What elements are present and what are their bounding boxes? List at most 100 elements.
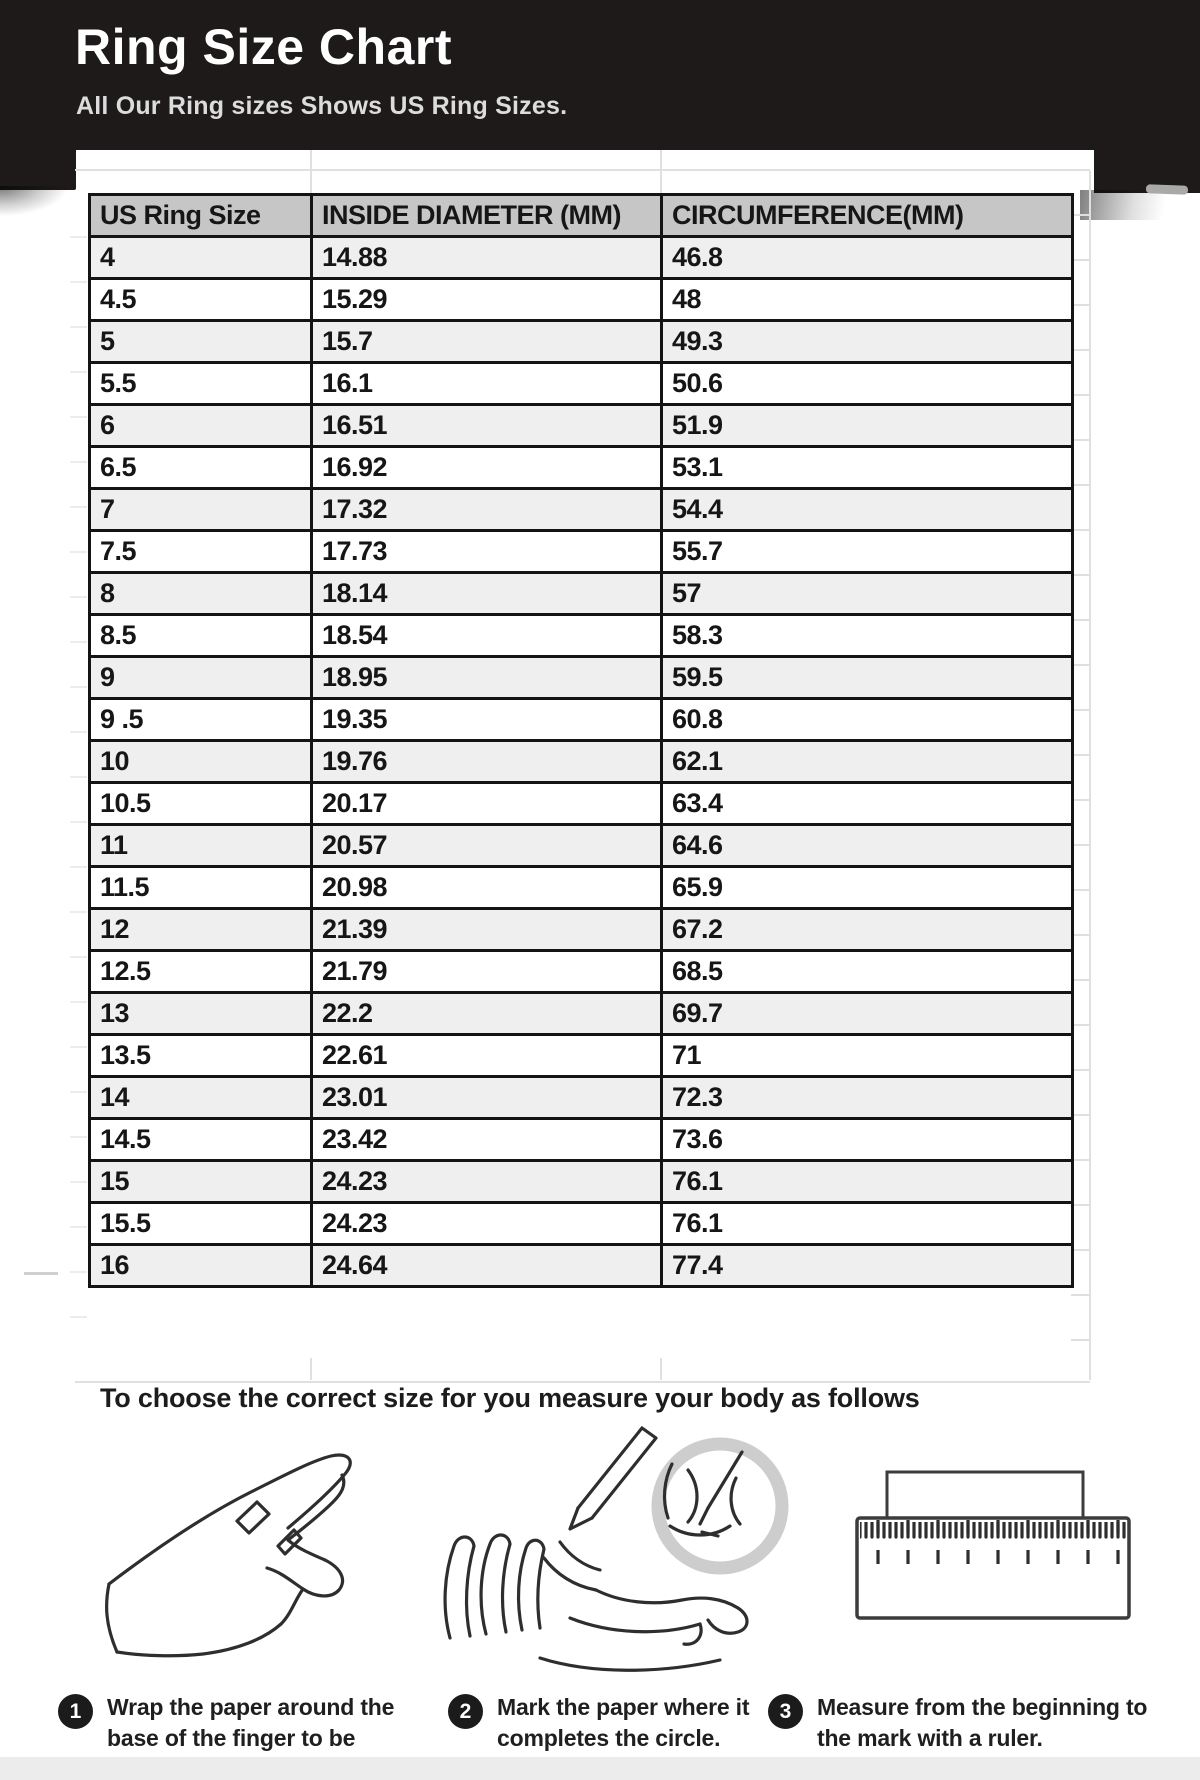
- table-row: 6 16.51 51.9: [88, 403, 1074, 448]
- inside-diameter-cell: 24.23: [310, 1201, 663, 1246]
- us-ring-size-cell: 11.5: [88, 865, 313, 910]
- table-row: 4 14.88 46.8: [88, 235, 1074, 280]
- us-ring-size-cell: 6: [88, 403, 313, 448]
- circumference-cell: 59.5: [660, 655, 1074, 700]
- table-header-row: US Ring Size INSIDE DIAMETER (MM) CIRCUM…: [88, 193, 1074, 238]
- inside-diameter-cell: 20.57: [310, 823, 663, 868]
- table-row: 10 19.76 62.1: [88, 739, 1074, 784]
- us-ring-size-cell: 4: [88, 235, 313, 280]
- inside-diameter-cell: 16.51: [310, 403, 663, 448]
- table-row: 7 17.32 54.4: [88, 487, 1074, 532]
- us-ring-size-cell: 4.5: [88, 277, 313, 322]
- inside-diameter-cell: 16.1: [310, 361, 663, 406]
- circumference-cell: 67.2: [660, 907, 1074, 952]
- inside-diameter-cell: 19.76: [310, 739, 663, 784]
- hand-wrap-paper-icon: [105, 1453, 352, 1658]
- col-header-us-ring-size: US Ring Size: [88, 193, 313, 238]
- us-ring-size-cell: 7.5: [88, 529, 313, 574]
- circumference-cell: 60.8: [660, 697, 1074, 742]
- inside-diameter-cell: 21.39: [310, 907, 663, 952]
- table-row: 8.5 18.54 58.3: [88, 613, 1074, 658]
- circumference-cell: 64.6: [660, 823, 1074, 868]
- circumference-cell: 73.6: [660, 1117, 1074, 1162]
- ring-size-table: US Ring Size INSIDE DIAMETER (MM) CIRCUM…: [88, 193, 1074, 1288]
- circumference-cell: 76.1: [660, 1159, 1074, 1204]
- circumference-cell: 77.4: [660, 1243, 1074, 1288]
- table-row: 5.5 16.1 50.6: [88, 361, 1074, 406]
- table-row: 9 .5 19.35 60.8: [88, 697, 1074, 742]
- us-ring-size-cell: 9 .5: [88, 697, 313, 742]
- gridline-bottom: [75, 1381, 1090, 1383]
- circumference-cell: 54.4: [660, 487, 1074, 532]
- inside-diameter-cell: 15.7: [310, 319, 663, 364]
- table-row: 5 15.7 49.3: [88, 319, 1074, 364]
- circumference-cell: 62.1: [660, 739, 1074, 784]
- circumference-cell: 69.7: [660, 991, 1074, 1036]
- table-row: 16 24.64 77.4: [88, 1243, 1074, 1288]
- us-ring-size-cell: 8: [88, 571, 313, 616]
- table-row: 13.5 22.61 71: [88, 1033, 1074, 1078]
- page-subtitle: All Our Ring sizes Shows US Ring Sizes.: [76, 92, 568, 120]
- step-3: 3 Measure from the beginning to the mark…: [768, 1692, 1157, 1754]
- us-ring-size-cell: 12: [88, 907, 313, 952]
- inside-diameter-cell: 22.2: [310, 991, 663, 1036]
- page-curl-highlight: [1145, 184, 1189, 195]
- gridline-bottom-stub2: [660, 1358, 662, 1380]
- table-row: 8 18.14 57: [88, 571, 1074, 616]
- bottom-strip: [0, 1757, 1200, 1780]
- us-ring-size-cell: 9: [88, 655, 313, 700]
- inside-diameter-cell: 18.54: [310, 613, 663, 658]
- table-row: 11 20.57 64.6: [88, 823, 1074, 868]
- inside-diameter-cell: 14.88: [310, 235, 663, 280]
- step-1: 1 Wrap the paper around the base of the …: [58, 1692, 409, 1780]
- circumference-cell: 71: [660, 1033, 1074, 1078]
- inside-diameter-cell: 20.17: [310, 781, 663, 826]
- col-header-inside-diameter: INSIDE DIAMETER (MM): [310, 193, 663, 238]
- us-ring-size-cell: 14: [88, 1075, 313, 1120]
- us-ring-size-cell: 12.5: [88, 949, 313, 994]
- table-row: 6.5 16.92 53.1: [88, 445, 1074, 490]
- circumference-cell: 49.3: [660, 319, 1074, 364]
- gridline-col2-stub: [660, 150, 662, 193]
- inside-diameter-cell: 16.92: [310, 445, 663, 490]
- inside-diameter-cell: 17.32: [310, 487, 663, 532]
- us-ring-size-cell: 5: [88, 319, 313, 364]
- circumference-cell: 76.1: [660, 1201, 1074, 1246]
- inside-diameter-cell: 20.98: [310, 865, 663, 910]
- us-ring-size-cell: 14.5: [88, 1117, 313, 1162]
- circumference-cell: 53.1: [660, 445, 1074, 490]
- us-ring-size-cell: 7: [88, 487, 313, 532]
- paper-strip: [885, 1470, 1085, 1522]
- table-row: 11.5 20.98 65.9: [88, 865, 1074, 910]
- table-row: 4.5 15.29 48: [88, 277, 1074, 322]
- us-ring-size-cell: 15.5: [88, 1201, 313, 1246]
- us-ring-size-cell: 15: [88, 1159, 313, 1204]
- us-ring-size-cell: 11: [88, 823, 313, 868]
- inside-diameter-cell: 21.79: [310, 949, 663, 994]
- inside-diameter-cell: 15.29: [310, 277, 663, 322]
- circumference-cell: 46.8: [660, 235, 1074, 280]
- table-row: 13 22.2 69.7: [88, 991, 1074, 1036]
- table-row: 15 24.23 76.1: [88, 1159, 1074, 1204]
- circumference-cell: 48: [660, 277, 1074, 322]
- table-row: 14 23.01 72.3: [88, 1075, 1074, 1120]
- inside-diameter-cell: 24.23: [310, 1159, 663, 1204]
- circumference-cell: 65.9: [660, 865, 1074, 910]
- inside-diameter-cell: 19.35: [310, 697, 663, 742]
- page-title: Ring Size Chart: [75, 19, 452, 75]
- us-ring-size-cell: 6.5: [88, 445, 313, 490]
- banner-left-extension: [0, 148, 76, 190]
- magnifier-circle-icon: [651, 1437, 789, 1575]
- table-row: 7.5 17.73 55.7: [88, 529, 1074, 574]
- gridline-bottom-stub1: [310, 1358, 312, 1380]
- us-ring-size-cell: 16: [88, 1243, 313, 1288]
- page-curl-shadow-right: [1080, 190, 1200, 220]
- gridline-left-ticks: [70, 193, 87, 1358]
- circumference-cell: 68.5: [660, 949, 1074, 994]
- ruler-icon: [855, 1470, 1131, 1620]
- inside-diameter-cell: 18.95: [310, 655, 663, 700]
- ring-size-table-body: 4 14.88 46.8 4.5 15.29 48 5 15.7 49.3 5.…: [88, 235, 1074, 1288]
- inside-diameter-cell: 22.61: [310, 1033, 663, 1078]
- circumference-cell: 57: [660, 571, 1074, 616]
